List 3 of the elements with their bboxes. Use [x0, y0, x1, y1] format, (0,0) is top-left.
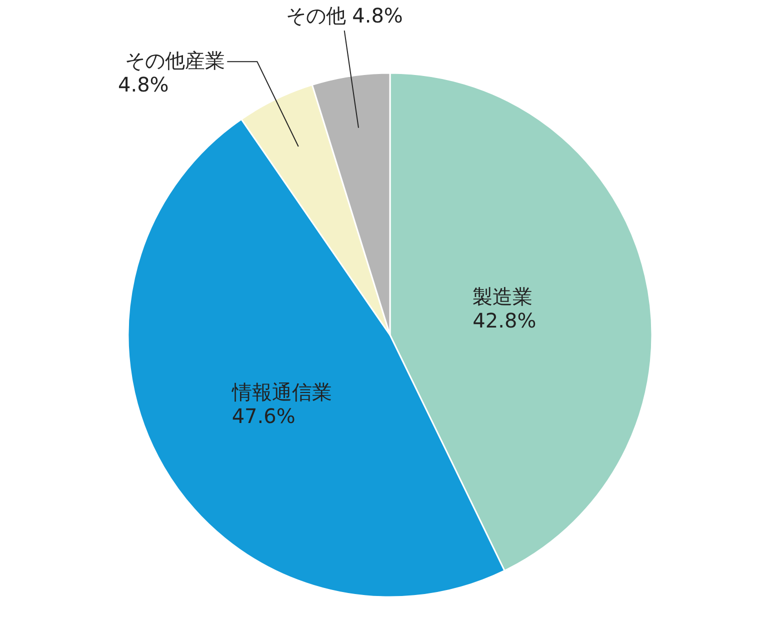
data-label: 4.8% — [118, 72, 169, 97]
slice-label: その他産業 — [125, 48, 226, 73]
slice-label: その他 4.8% — [286, 4, 403, 28]
